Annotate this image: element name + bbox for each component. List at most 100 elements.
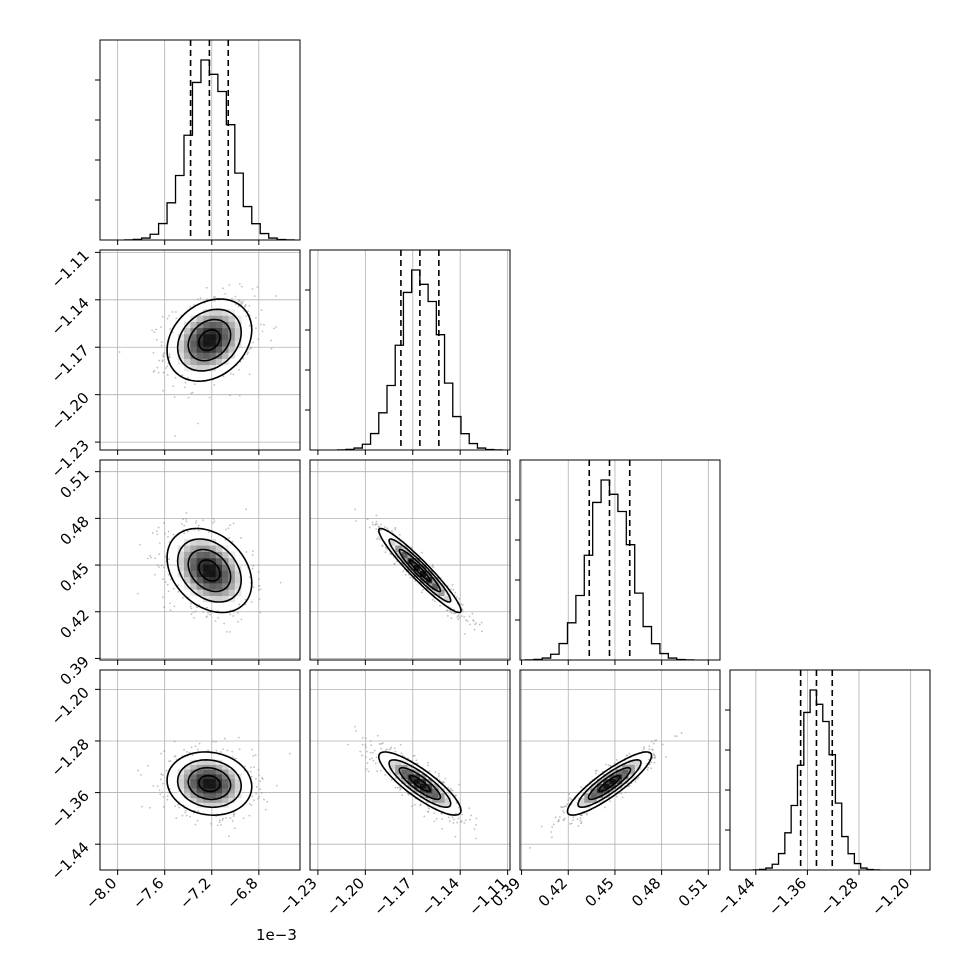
sample-point [616, 795, 618, 798]
density-cell [413, 564, 421, 571]
sample-point [648, 748, 651, 751]
density-cell [228, 769, 236, 775]
density-cell [426, 797, 433, 803]
sample-point [226, 630, 228, 633]
density-cell [228, 783, 236, 789]
sample-point [410, 546, 413, 549]
density-cell [584, 802, 591, 808]
sample-point [169, 609, 172, 612]
density-cell [222, 352, 229, 359]
density-cell [184, 333, 191, 341]
density-cell [203, 783, 210, 789]
sample-point [647, 766, 650, 769]
sample-point [240, 300, 242, 303]
sample-point [404, 574, 407, 576]
sample-point [159, 793, 162, 796]
density-cell [215, 327, 223, 335]
density-cell [228, 564, 236, 571]
sample-point [378, 525, 381, 528]
density-cell [196, 769, 204, 775]
density-cell [419, 783, 427, 789]
sample-point [196, 748, 199, 751]
sample-point [442, 780, 444, 783]
sample-point [420, 591, 423, 594]
sample-point [558, 818, 560, 821]
sample-point [164, 555, 166, 558]
sample-point [449, 611, 452, 613]
sample-point [399, 789, 401, 791]
sample-point [444, 777, 447, 780]
sample-point [215, 749, 218, 752]
density-cell [222, 595, 229, 603]
sample-point [194, 823, 197, 826]
density-cell [215, 333, 223, 341]
sample-point [386, 527, 389, 530]
sample-point [665, 755, 667, 758]
sample-point [260, 792, 263, 794]
sample-point [242, 817, 245, 820]
sample-point [398, 533, 401, 536]
sample-point [253, 766, 255, 768]
sample-point [150, 556, 152, 559]
sample-point [152, 784, 155, 787]
sample-point [653, 761, 656, 764]
sample-point [212, 518, 215, 520]
density-cell [222, 778, 229, 784]
density-cell [209, 802, 217, 808]
panel-3-0 [95, 669, 301, 875]
density-cell [209, 358, 217, 366]
y-tick-label: −1.36 [48, 787, 93, 832]
sample-point [175, 311, 177, 313]
sample-point [177, 590, 180, 593]
sample-point [258, 578, 260, 581]
sample-point [371, 751, 374, 754]
density-cell [432, 589, 439, 597]
density-cell [609, 788, 617, 794]
sample-point [190, 602, 192, 605]
panel-frame [729, 669, 931, 871]
sample-point [252, 341, 254, 344]
sample-point [577, 825, 580, 827]
sample-point [414, 803, 416, 806]
density-cell [203, 321, 210, 329]
density-cell [184, 774, 191, 780]
sample-point [151, 329, 154, 332]
sample-point [251, 748, 253, 751]
sample-point [568, 793, 571, 795]
contour-2 [176, 758, 243, 809]
sample-point [164, 532, 166, 535]
density-cell [222, 783, 229, 789]
density-cell [203, 352, 210, 359]
sample-point [173, 396, 176, 398]
sample-point [174, 805, 176, 808]
sample-point [206, 615, 208, 618]
contour-3 [166, 298, 253, 383]
sample-point [163, 566, 165, 569]
sample-point [469, 818, 471, 821]
sample-point [369, 740, 372, 742]
histogram-3 [752, 689, 881, 870]
contour-0 [598, 774, 621, 793]
sample-point [431, 598, 434, 601]
density-cell [407, 557, 415, 565]
sample-point [156, 366, 159, 369]
sample-point [381, 742, 384, 745]
x-tick-label: 0.48 [628, 874, 664, 910]
sample-point [227, 835, 230, 838]
sample-point [227, 527, 230, 530]
sample-point [469, 623, 471, 626]
sample-point [239, 361, 242, 363]
sample-point [187, 396, 190, 399]
x-tick-label: 0.42 [535, 874, 571, 910]
density-cell [590, 797, 598, 803]
density-cell [228, 315, 236, 322]
sample-point [184, 809, 187, 812]
sample-point [166, 795, 169, 797]
sample-point [621, 796, 624, 799]
density-cell [234, 788, 242, 794]
sample-point [396, 786, 399, 789]
density-cell [407, 774, 415, 780]
sample-point [161, 791, 164, 794]
sample-point [446, 615, 449, 617]
sample-point [255, 327, 257, 330]
